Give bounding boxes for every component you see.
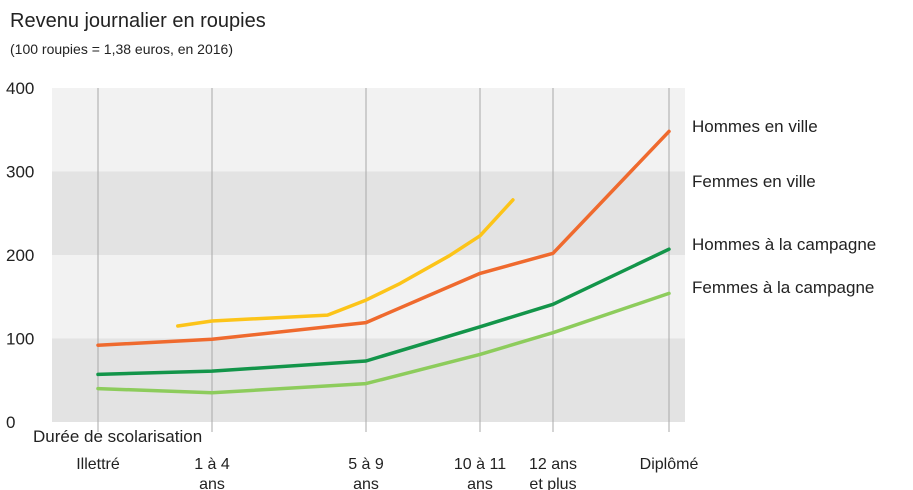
series-line-4 (96, 291, 671, 395)
chart-subtitle: (100 roupies = 1,38 euros, en 2016) (10, 41, 233, 57)
band-200-300 (52, 171, 685, 255)
y-tick-label: 300 (6, 163, 34, 182)
y-axis-ticks: 0 100 200 300 400 (6, 79, 34, 432)
y-tick-label: 100 (6, 330, 34, 349)
series-line-1 (96, 129, 671, 347)
band-100-200 (52, 255, 685, 339)
series-line-2 (176, 198, 515, 328)
x-axis-label: Durée de scolarisation (33, 427, 202, 446)
series-lines (96, 129, 671, 395)
x-axis-ticks: Illettré 1 à 4 ans 5 à 9 ans 10 à 11 ans 12 ans… (76, 456, 698, 490)
x-tick-label-5-9: 5 à 9 ans (348, 456, 384, 490)
chart-title: Revenu journalier en roupies (10, 10, 266, 32)
legend-label-4: Femmes à la campagne (692, 278, 874, 297)
legend-label-1: Hommes en ville (692, 117, 818, 136)
y-tick-label: 200 (6, 246, 34, 265)
x-tick-label-12plus: 12 ans et plus (529, 456, 577, 490)
series-line-3 (96, 247, 671, 377)
x-tick-label-illettre: Illettré (76, 456, 120, 473)
y-tick-label: 400 (6, 79, 34, 98)
x-tick-label-1-4: 1 à 4 ans (194, 456, 230, 490)
band-0-100 (52, 338, 685, 422)
background-bands (52, 88, 685, 422)
x-tick-label-10-11: 10 à 11 ans (454, 456, 506, 490)
legend: Hommes en ville Femmes en ville Hommes à l… (692, 117, 876, 297)
legend-label-2: Femmes en ville (692, 172, 816, 191)
legend-label-3: Hommes à la campagne (692, 235, 876, 254)
band-300-400 (52, 88, 685, 172)
y-tick-label: 0 (6, 413, 15, 432)
x-tick-label-diplome: Diplômé (640, 456, 699, 473)
